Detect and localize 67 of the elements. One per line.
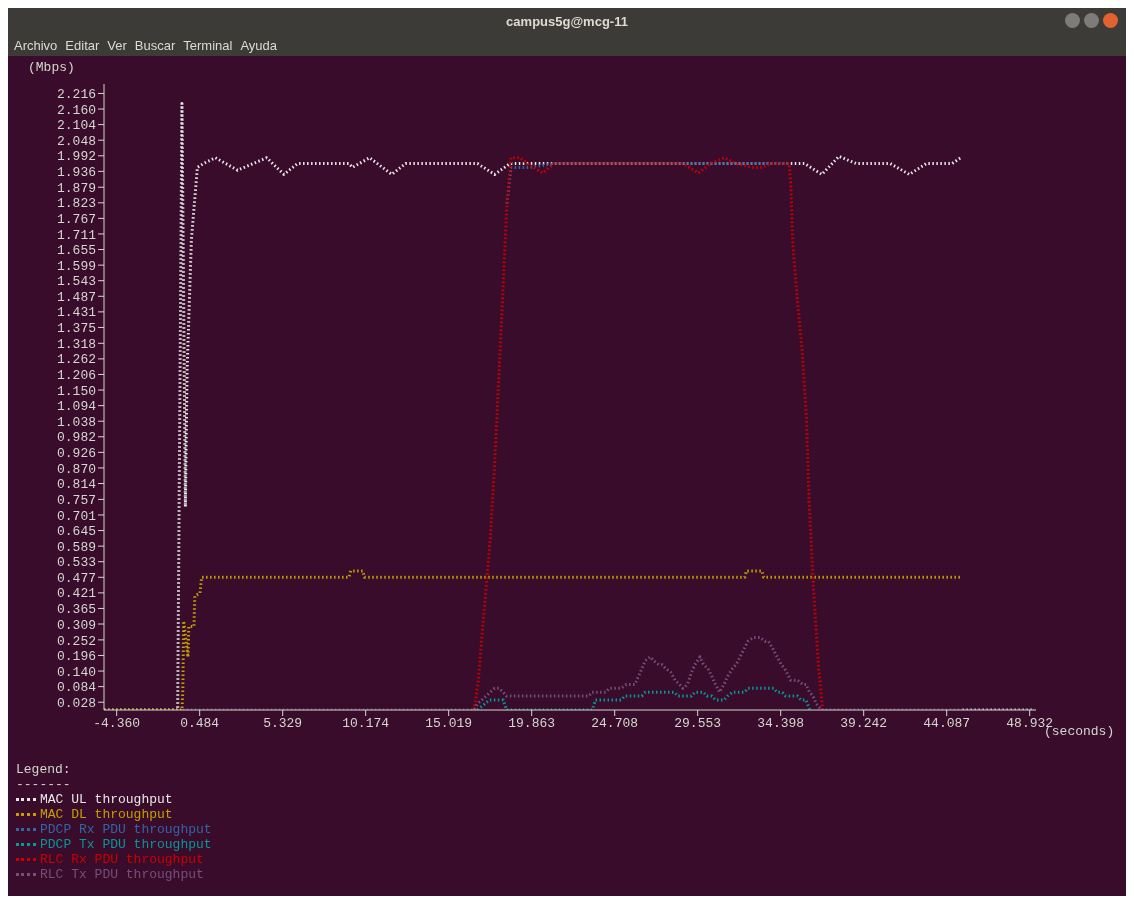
y-tick-label: 2.160	[56, 102, 96, 118]
y-tick-label: 2.104	[56, 118, 97, 134]
x-tick-label: 0.484	[180, 716, 220, 732]
y-tick-label: 1.262	[56, 352, 96, 368]
x-tick-label: 39.242	[840, 716, 888, 732]
y-tick-label: 1.431	[56, 305, 97, 321]
x-tick-label: 10.174	[342, 716, 390, 732]
y-tick-label: 0.477	[56, 570, 96, 586]
y-axis-title: (Mbps)	[27, 59, 76, 76]
legend-label: PDCP Tx PDU throughput	[39, 837, 213, 852]
y-tick-label: 1.487	[56, 289, 96, 305]
legend-label: RLC Rx PDU throughput	[39, 852, 205, 867]
y-tick-label: 1.823	[56, 196, 96, 212]
y-tick-label: 0.870	[56, 461, 96, 477]
text: Terminal	[183, 37, 233, 53]
y-tick-label: 1.038	[56, 414, 96, 430]
y-tick-label: 0.982	[56, 430, 96, 446]
y-tick-label: 0.140	[56, 664, 96, 680]
y-tick-label: 0.028	[56, 695, 96, 711]
x-tick-label: 29.553	[674, 716, 722, 732]
y-tick-label: 1.767	[56, 212, 96, 227]
y-tick-label: 1.936	[56, 164, 96, 180]
legend-label: MAC DL throughput	[39, 807, 174, 822]
y-tick-label: 0.365	[56, 602, 96, 618]
y-tick-label: 1.206	[56, 368, 96, 384]
y-tick-label: 1.150	[56, 383, 96, 399]
y-tick-label: 0.196	[56, 649, 96, 665]
y-tick-label: 1.375	[56, 321, 96, 337]
y-tick-label: 1.879	[56, 180, 96, 196]
y-tick-label: 1.992	[56, 149, 96, 165]
y-tick-label: 0.926	[56, 445, 96, 461]
x-tick-label: 19.863	[508, 716, 556, 732]
legend-title: Legend: -------	[16, 762, 72, 792]
y-tick-label: 0.309	[56, 617, 96, 633]
y-tick-label: 0.533	[56, 555, 96, 571]
y-tick-label: 1.711	[56, 227, 97, 243]
y-tick-label: 2.048	[56, 133, 96, 149]
legend-label: PDCP Rx PDU throughput	[39, 822, 213, 837]
y-tick-label: 0.701	[56, 508, 97, 524]
y-tick-label: 2.216	[56, 87, 96, 103]
y-tick-label: 0.814	[56, 477, 97, 493]
y-tick-label: 0.421	[56, 586, 97, 602]
y-tick-label: 0.757	[56, 493, 96, 508]
y-tick-label: 0.645	[56, 524, 96, 540]
text: Ayuda	[240, 37, 278, 53]
legend-label: MAC UL throughput	[39, 792, 174, 807]
y-tick-label: 1.318	[56, 336, 96, 352]
y-tick-label: 0.589	[56, 539, 96, 555]
y-tick-label: 1.543	[56, 274, 96, 290]
x-tick-label: 15.019	[425, 716, 473, 732]
x-tick-label: 44.087	[923, 716, 971, 732]
text: Archivo	[14, 37, 58, 53]
text: Editar	[65, 37, 100, 53]
y-tick-label: 0.084	[56, 680, 97, 696]
x-tick-label: 5.329	[263, 716, 303, 732]
y-tick-label: 1.094	[56, 399, 97, 415]
x-tick-label: 24.708	[591, 716, 639, 732]
line-series	[472, 156, 825, 710]
text: Ver	[107, 37, 127, 53]
x-tick-label: -4.360	[93, 716, 141, 732]
y-tick-label: 1.655	[56, 243, 96, 259]
x-tick-label: 34.398	[757, 716, 805, 732]
chart-title: campus5g@mcg-11	[8, 8, 1126, 34]
y-tick-label: 1.599	[56, 258, 96, 274]
text: Buscar	[134, 37, 176, 53]
y-tick-label: 0.252	[56, 633, 96, 649]
legend-label: RLC Tx PDU throughput	[39, 867, 205, 882]
